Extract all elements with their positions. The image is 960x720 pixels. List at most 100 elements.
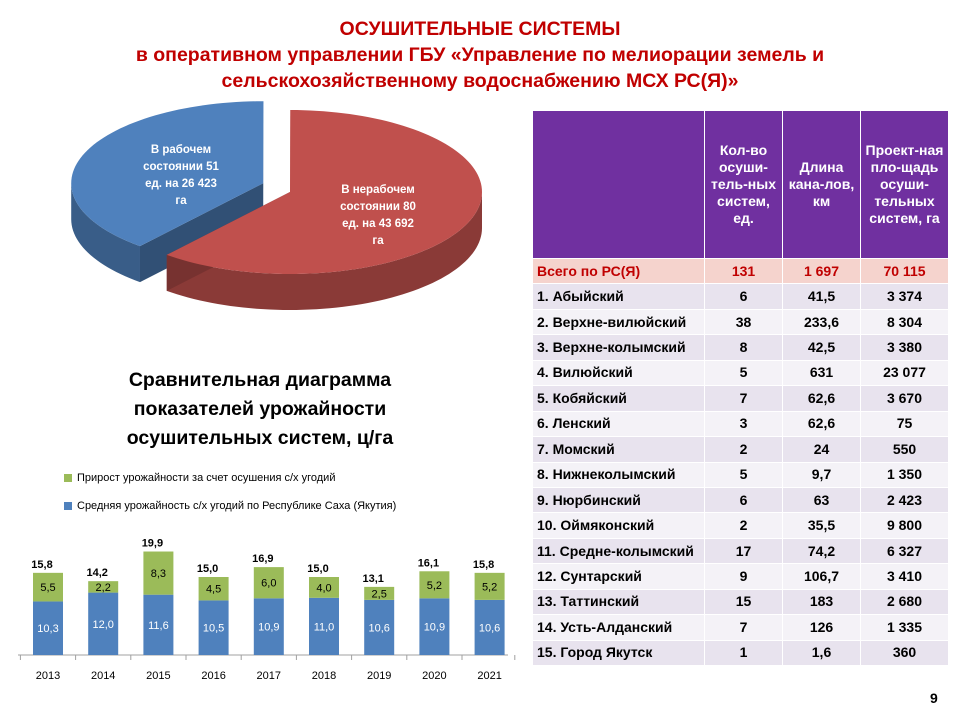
data-label-average: 10,6 xyxy=(368,622,389,634)
value-cell: 24 xyxy=(782,436,861,463)
drainage-systems-table: Кол-во осуши-тель-ных систем, ед. Длина … xyxy=(532,110,949,667)
data-label-increase: 5,5 xyxy=(40,582,55,594)
header-district xyxy=(532,110,705,259)
district-cell: 4. Вилюйский xyxy=(532,359,705,387)
bar-average-2017 xyxy=(253,598,284,655)
data-label-total: 14,2 xyxy=(86,567,107,579)
value-cell: 6 327 xyxy=(860,537,949,565)
legend-swatch-blue xyxy=(64,502,72,511)
data-label-increase: 2,5 xyxy=(372,588,387,600)
data-label-total: 15,8 xyxy=(31,559,52,571)
table-row: 4. Вилюйский 5 631 23 077 xyxy=(532,359,949,387)
value-cell: 3 410 xyxy=(860,563,949,590)
data-label-total: 16,1 xyxy=(418,557,439,569)
district-cell: 12. Сунтарский xyxy=(532,563,705,590)
table-row: 5. Кобяйский 7 62,6 3 670 xyxy=(532,385,949,412)
slide-title: ОСУШИТЕЛЬНЫЕ СИСТЕМЫ в оперативном управ… xyxy=(0,16,960,94)
value-cell: 23 077 xyxy=(860,359,949,387)
header-project-area: Проект-ная пло-щадь осуши-тельных систем… xyxy=(860,110,949,259)
value-cell: 74,2 xyxy=(782,537,861,565)
value-cell: 3 374 xyxy=(860,283,949,310)
bar-increase-2014 xyxy=(88,581,119,593)
value-cell: 42,5 xyxy=(782,334,861,361)
bar-increase-2016 xyxy=(198,577,229,601)
data-label-increase: 2,2 xyxy=(96,582,111,594)
bar-increase-2017 xyxy=(253,567,284,599)
data-label-total: 15,0 xyxy=(197,563,218,575)
bar-increase-2019 xyxy=(364,586,395,600)
yield-chart-title: Сравнительная диаграмма показателей урож… xyxy=(126,369,394,449)
table-row: 8. Нижнеколымский 5 9,7 1 350 xyxy=(532,461,949,488)
value-cell: 183 xyxy=(782,588,861,616)
data-label-increase: 5,2 xyxy=(482,581,497,593)
value-cell: 1 xyxy=(704,639,783,667)
value-cell: 631 xyxy=(782,359,861,387)
value-cell: 38 xyxy=(704,308,783,336)
district-cell: 1. Абыйский xyxy=(532,283,705,310)
header-systems-count: Кол-во осуши-тель-ных систем, ед. xyxy=(704,110,783,259)
value-cell: 70 115 xyxy=(860,257,949,285)
value-cell: 6 xyxy=(704,283,783,310)
district-cell: 13. Таттинский xyxy=(532,588,705,616)
data-label-increase: 8,3 xyxy=(151,568,166,580)
table-row: 1. Абыйский 6 41,5 3 374 xyxy=(532,283,949,310)
value-cell: 2 xyxy=(704,512,783,539)
page-number: 9 xyxy=(930,690,938,706)
value-cell: 126 xyxy=(782,614,861,641)
bar-increase-2013 xyxy=(33,572,63,602)
value-cell: 75 xyxy=(860,410,949,438)
data-label-total: 15,8 xyxy=(473,559,494,571)
title-line-3: сельскохозяйственному водоснабжению МСХ … xyxy=(221,70,739,92)
value-cell: 550 xyxy=(860,436,949,463)
bar-average-2016 xyxy=(198,600,229,655)
bar-increase-2015 xyxy=(143,551,174,595)
header-canal-length: Длина кана-лов, км xyxy=(782,110,861,259)
table-row: 13. Таттинский 15 183 2 680 xyxy=(532,588,949,616)
table-total-row: Всего по РС(Я) 131 1 697 70 115 xyxy=(532,257,949,285)
value-cell: 1 335 xyxy=(860,614,949,641)
data-label-total: 13,1 xyxy=(362,573,383,585)
value-cell: 9 800 xyxy=(860,512,949,539)
value-cell: 233,6 xyxy=(782,308,861,336)
value-cell: 360 xyxy=(860,639,949,667)
bar-average-2014 xyxy=(88,592,119,655)
value-cell: 131 xyxy=(704,257,783,285)
pie-label-not-working: В нерабочем состоянии 80 ед. на 43 692 г… xyxy=(340,184,416,247)
value-cell: 2 423 xyxy=(860,486,949,514)
district-cell: 7. Момский xyxy=(532,436,705,463)
title-line-2: в оперативном управлении ГБУ «Управление… xyxy=(135,44,825,66)
district-cell: 14. Усть-Алданский xyxy=(532,614,705,641)
value-cell: 9 xyxy=(704,563,783,590)
value-cell: 6 xyxy=(704,486,783,514)
value-cell: 5 xyxy=(704,359,783,387)
table-header-row: Кол-во осуши-тель-ных систем, ед. Длина … xyxy=(532,110,949,259)
legend-item-average: Средняя урожайность с/х угодий по Респуб… xyxy=(64,500,396,512)
pie-label-working: В рабочем состоянии 51 ед. на 26 423 га xyxy=(143,144,219,207)
value-cell: 63 xyxy=(782,486,861,514)
value-cell: 8 304 xyxy=(860,308,949,336)
bar-increase-2021 xyxy=(474,572,505,600)
data-label-average: 10,5 xyxy=(203,623,224,635)
data-label-average: 11,0 xyxy=(314,621,335,633)
data-label-total: 15,0 xyxy=(307,563,328,575)
district-cell: 9. Нюрбинский xyxy=(532,486,705,514)
yield-stacked-bar-chart: 10,3 5,5 15,8 2013 12,0 2,2 14,2 2014 11,6 8,3 19,… xyxy=(18,538,516,682)
data-label-increase: 4,0 xyxy=(316,582,331,594)
data-label-increase: 4,5 xyxy=(206,584,221,596)
x-tick-label: 2019 xyxy=(367,670,391,682)
value-cell: 1,6 xyxy=(782,639,861,667)
table-row: 12. Сунтарский 9 106,7 3 410 xyxy=(532,563,949,590)
bar-average-2019 xyxy=(364,599,395,655)
data-label-average: 10,3 xyxy=(37,623,58,635)
data-label-increase: 5,2 xyxy=(427,580,442,592)
bar-increase-2020 xyxy=(419,571,450,599)
value-cell: 3 380 xyxy=(860,334,949,361)
value-cell: 62,6 xyxy=(782,385,861,412)
value-cell: 3 xyxy=(704,410,783,438)
value-cell: 9,7 xyxy=(782,461,861,488)
x-tick-label: 2020 xyxy=(422,670,446,682)
data-label-increase: 6,0 xyxy=(261,578,276,590)
value-cell: 7 xyxy=(704,385,783,412)
x-tick-label: 2014 xyxy=(91,670,115,682)
value-cell: 41,5 xyxy=(782,283,861,310)
